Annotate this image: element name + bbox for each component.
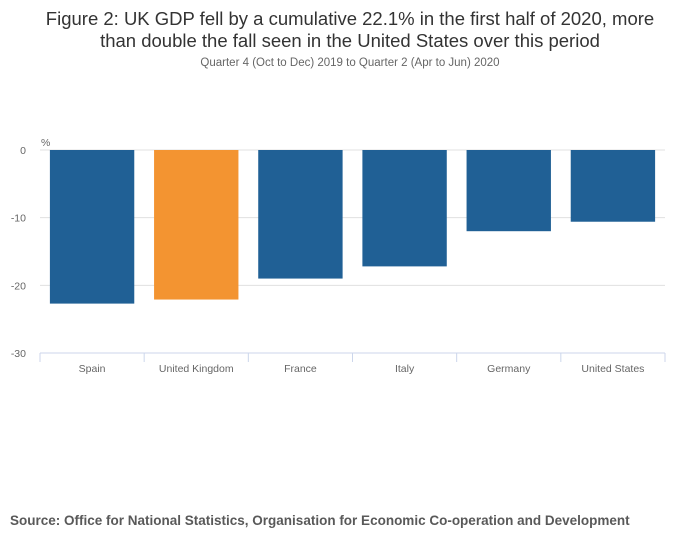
bar-spain — [49, 150, 135, 304]
chart-subtitle: Quarter 4 (Oct to Dec) 2019 to Quarter 2… — [200, 57, 500, 69]
x-tick-label: Italy — [395, 363, 415, 375]
y-axis-unit-label: % — [41, 137, 50, 149]
x-axis: Spain United Kingdom France Italy Germany Uni… — [39, 352, 666, 375]
y-tick-label: -10 — [11, 213, 26, 225]
bar-united-kingdom — [154, 150, 239, 300]
y-tick-label: -30 — [11, 348, 26, 360]
chart-title-line-2: than double the fall seen in the United … — [100, 30, 600, 51]
x-tick-label: France — [284, 363, 317, 375]
y-tick-label: -20 — [11, 280, 26, 292]
x-tick-label: Germany — [487, 363, 531, 375]
y-axis: 0 -10 -20 -30 — [11, 145, 26, 360]
bar-germany — [466, 150, 551, 232]
source-note: Source: Office for National Statistics, … — [10, 513, 630, 528]
bar-france — [258, 150, 343, 279]
chart-title: Figure 2: UK GDP fell by a cumulative 22… — [0, 8, 700, 52]
bar-united-states — [570, 150, 656, 222]
x-tick-label: United Kingdom — [159, 363, 234, 375]
x-tick-label: United States — [581, 363, 644, 375]
y-tick-label: 0 — [20, 145, 26, 157]
gridlines — [40, 149, 665, 286]
bar-italy — [362, 150, 447, 267]
x-tick-label: Spain — [79, 363, 106, 375]
chart-title-line-1: Figure 2: UK GDP fell by a cumulative 22… — [45, 8, 655, 29]
bars — [49, 150, 656, 304]
